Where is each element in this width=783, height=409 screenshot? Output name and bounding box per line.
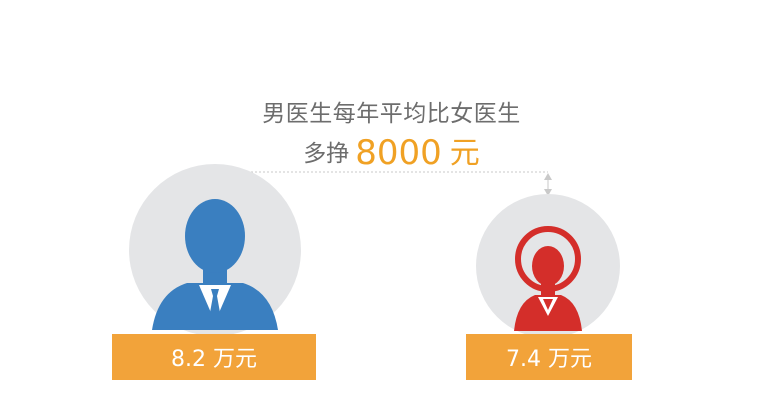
female-salary-text: 7.4 万元	[506, 347, 592, 372]
difference-arrow	[544, 173, 552, 196]
subline: 多挣 8000 元	[0, 128, 783, 173]
difference-amount: 8000	[355, 133, 442, 173]
subline-prefix: 多挣	[303, 141, 350, 167]
female-doctor-icon	[514, 226, 582, 331]
male-salary-text: 8.2 万元	[171, 347, 257, 372]
male-salary-label: 8.2 万元	[112, 334, 316, 380]
headline: 男医生每年平均比女医生	[262, 101, 521, 127]
difference-unit: 元	[449, 136, 480, 171]
male-doctor-icon	[152, 199, 278, 330]
female-salary-label: 7.4 万元	[466, 334, 632, 380]
